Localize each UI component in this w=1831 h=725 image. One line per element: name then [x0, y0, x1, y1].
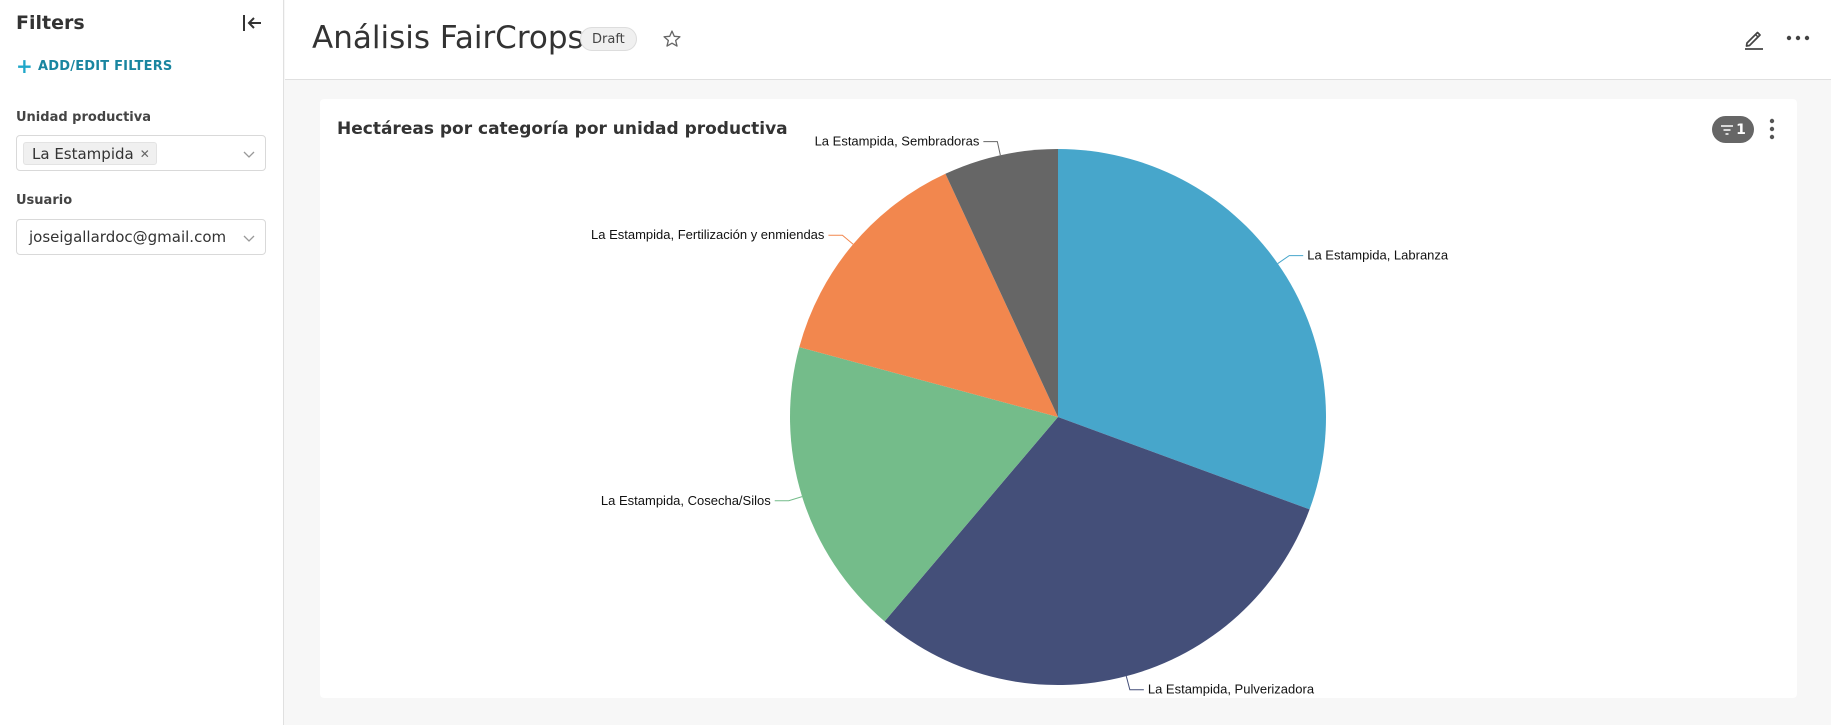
pie-slice[interactable] — [1058, 149, 1326, 510]
filters-title: Filters — [16, 12, 85, 34]
filter-icon — [1721, 124, 1734, 135]
chart-title: Hectáreas por categoría por unidad produ… — [337, 119, 788, 139]
pie-slice-label: La Estampida, Fertilización y enmiendas — [591, 227, 825, 242]
edit-pencil-icon[interactable] — [1742, 26, 1766, 50]
pie-slice[interactable] — [884, 417, 1310, 685]
usuario-select[interactable]: joseigallardoc@gmail.com — [16, 219, 266, 255]
pie-label-leader — [1277, 255, 1304, 264]
draft-badge: Draft — [580, 27, 637, 51]
pie-label-leader — [828, 234, 854, 245]
collapse-sidebar-icon[interactable] — [240, 11, 264, 35]
applied-filters-badge[interactable]: 1 — [1712, 116, 1754, 143]
chevron-down-icon — [243, 151, 255, 158]
pie-slice[interactable] — [790, 347, 1058, 622]
add-edit-filters-button[interactable]: + ADD/EDIT FILTERS — [16, 54, 173, 78]
more-options-icon[interactable] — [1785, 28, 1811, 48]
remove-tag-icon[interactable]: ✕ — [139, 146, 150, 161]
add-edit-filters-label: ADD/EDIT FILTERS — [38, 58, 173, 74]
pie-slice[interactable] — [799, 173, 1058, 417]
unidad-productiva-select[interactable]: La Estampida ✕ — [16, 135, 266, 171]
plus-icon: + — [16, 54, 33, 78]
filter-label-unidad-productiva: Unidad productiva — [16, 110, 152, 125]
pie-label-leader — [983, 141, 1001, 156]
pie-slice[interactable] — [945, 149, 1058, 417]
filters-sidebar: Filters + ADD/EDIT FILTERS Unidad produc… — [0, 0, 284, 725]
dashboard-title[interactable]: Análisis FairCrops — [312, 20, 584, 56]
tag-label: La Estampida — [32, 144, 134, 163]
pie-label-leader — [1125, 676, 1144, 691]
pie-slice-label: La Estampida, Cosecha/Silos — [601, 493, 771, 508]
star-icon[interactable] — [662, 29, 682, 49]
chart-card: Hectáreas por categoría por unidad produ… — [320, 99, 1797, 698]
chevron-down-icon — [243, 235, 255, 242]
selected-tag: La Estampida ✕ — [23, 142, 157, 165]
pie-chart: La Estampida, Labranza La Estampida, Pulv… — [591, 134, 1449, 697]
usuario-value: joseigallardoc@gmail.com — [29, 228, 227, 246]
pie-slice-label: La Estampida, Pulverizadora — [1148, 682, 1315, 697]
pie-slice-label: La Estampida, Sembradoras — [815, 134, 980, 149]
chart-menu-icon[interactable] — [1764, 117, 1780, 141]
pie-slice-label: La Estampida, Labranza — [1307, 248, 1449, 263]
pie-label-leader — [774, 496, 803, 502]
filter-label-usuario: Usuario — [16, 193, 73, 208]
dashboard-header: Análisis FairCrops Draft — [285, 0, 1831, 80]
filter-count: 1 — [1736, 121, 1746, 138]
